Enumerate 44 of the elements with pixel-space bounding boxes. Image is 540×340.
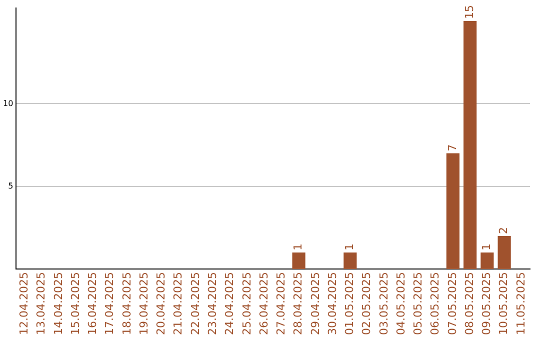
y-tick-label: 10 xyxy=(2,98,14,108)
x-tick-label: 24.04.2025 xyxy=(223,272,236,336)
x-tick-label: 06.05.2025 xyxy=(428,272,442,336)
x-tick-label: 23.04.2025 xyxy=(206,272,220,336)
bar xyxy=(292,252,306,270)
x-tick-label: 25.04.2025 xyxy=(240,272,254,336)
x-tick-label: 27.04.2025 xyxy=(274,272,288,336)
x-tick-label: 19.04.2025 xyxy=(137,272,150,336)
x-tick-label: 07.05.2025 xyxy=(446,272,459,336)
x-tick-label: 15.04.2025 xyxy=(68,272,82,336)
x-tick-label: 03.05.2025 xyxy=(377,272,390,336)
data-label: 15 xyxy=(462,5,476,20)
x-tick-label: 26.04.2025 xyxy=(257,272,270,336)
y-tick-label: 5 xyxy=(8,181,14,190)
data-label: 1 xyxy=(480,243,494,250)
x-tick-label: 05.05.2025 xyxy=(412,272,425,336)
x-tick-label: 09.05.2025 xyxy=(480,272,494,336)
bar xyxy=(498,236,511,270)
x-tick-label: 16.04.2025 xyxy=(86,272,100,336)
x-tick-label: 02.05.2025 xyxy=(360,272,374,336)
x-tick-label: 04.05.2025 xyxy=(394,272,408,336)
bar xyxy=(344,252,357,270)
data-label: 1 xyxy=(292,243,305,250)
bar xyxy=(446,153,460,270)
x-tick-label: 30.04.2025 xyxy=(326,272,339,336)
x-tick-label: 08.05.2025 xyxy=(462,272,476,336)
x-tick-label: 20.04.2025 xyxy=(154,272,168,336)
x-tick-label: 12.04.2025 xyxy=(18,272,31,336)
x-tick-label: 01.05.2025 xyxy=(343,272,356,336)
x-tick-label: 10.05.2025 xyxy=(497,272,510,336)
x-tick-label: 14.04.2025 xyxy=(52,272,65,336)
x-tick-label: 21.04.2025 xyxy=(172,272,185,336)
x-tick-label: 29.04.2025 xyxy=(308,272,322,336)
data-label: 7 xyxy=(446,144,459,152)
x-tick-label: 17.04.2025 xyxy=(103,272,116,336)
x-tick-label: 18.04.2025 xyxy=(120,272,134,336)
x-tick-label: 11.05.2025 xyxy=(514,272,528,336)
x-tick-label: 13.04.2025 xyxy=(34,272,48,336)
x-tick-label: 22.04.2025 xyxy=(188,272,202,336)
data-label: 1 xyxy=(343,243,356,250)
bar xyxy=(464,21,477,270)
x-tick-label: 28.04.2025 xyxy=(292,272,305,336)
data-label: 2 xyxy=(497,226,510,234)
bar xyxy=(480,252,494,270)
